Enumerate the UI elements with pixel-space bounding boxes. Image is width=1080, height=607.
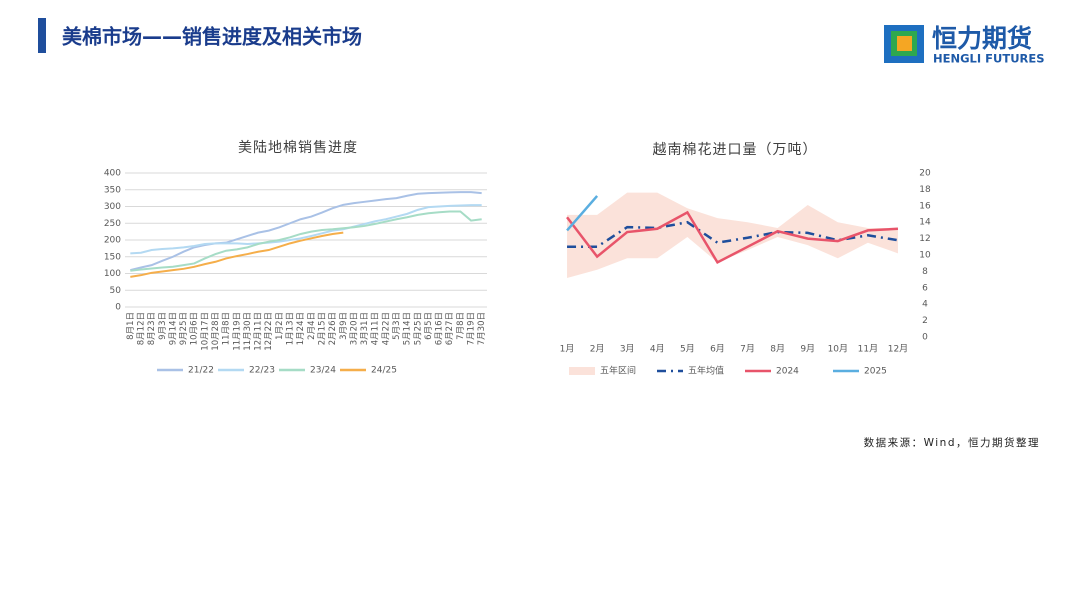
title-bar [38, 18, 46, 53]
y2-tick-label: 18 [919, 185, 931, 195]
legend-swatch [569, 367, 595, 375]
x-tick-label: 5月3日 [392, 312, 402, 340]
x-tick-label: 8月12日 [136, 312, 146, 345]
x-tick-label: 4月11日 [371, 312, 381, 345]
chart-title: 美陆地棉销售进度 [238, 139, 358, 156]
series-line [130, 191, 482, 272]
y-tick-label: 200 [104, 236, 121, 246]
x-tick-label: 12月22日 [264, 312, 274, 351]
x-tick-label: 8月1日 [126, 312, 136, 340]
x-tick-label: 7月30日 [477, 312, 487, 345]
y2-tick-label: 0 [922, 333, 928, 343]
x-tick-label: 6月27日 [445, 312, 455, 345]
x-tick-label: 8月23日 [147, 312, 157, 345]
x-tick-label: 1月 [560, 344, 575, 355]
x-tick-label: 10月 [828, 344, 848, 355]
x-tick-label: 2月4日 [307, 312, 317, 340]
x-tick-label: 2月26日 [328, 312, 338, 345]
slide-title: 美棉市场——销售进度及相关市场 [62, 25, 362, 49]
x-tick-label: 5月14日 [403, 312, 413, 345]
x-tick-label: 11月30日 [243, 312, 253, 351]
x-tick-label: 3月31日 [360, 312, 370, 345]
range-band [567, 192, 898, 278]
x-tick-label: 6月16日 [435, 312, 445, 345]
series-line [566, 210, 899, 265]
y-tick-label: 50 [110, 286, 122, 296]
logo-cn: 恒力期货 [932, 24, 1032, 53]
y-tick-label: 300 [104, 202, 121, 212]
x-tick-label: 12月 [888, 344, 908, 355]
x-tick-label: 4月22日 [381, 312, 391, 345]
y2-tick-label: 12 [919, 234, 930, 244]
legend-label: 22/23 [249, 366, 275, 376]
x-tick-label: 8月 [770, 344, 785, 355]
x-tick-label: 11月19日 [232, 312, 242, 351]
x-tick-label: 9月3日 [158, 312, 168, 340]
x-tick-label: 3月 [620, 344, 635, 355]
logo-icon [884, 25, 924, 63]
x-tick-label: 10月17日 [200, 312, 210, 351]
x-tick-label: 9月 [800, 344, 815, 355]
y2-tick-label: 20 [919, 169, 931, 179]
y2-tick-label: 16 [919, 201, 931, 211]
y-tick-label: 100 [104, 269, 121, 279]
series-line [130, 231, 344, 278]
x-tick-label: 6月 [710, 344, 725, 355]
source-note: 数据来源：Wind，恒力期货整理 [864, 436, 1040, 449]
x-tick-label: 11月8日 [222, 312, 232, 345]
legend-label: 2024 [776, 367, 799, 377]
y2-tick-label: 2 [922, 316, 928, 326]
y-tick-label: 150 [104, 252, 121, 262]
x-tick-label: 5月 [680, 344, 695, 355]
x-tick-label: 12月11日 [254, 312, 264, 351]
y-tick-label: 350 [104, 185, 121, 195]
y2-tick-label: 14 [919, 218, 931, 228]
y-tick-label: 400 [104, 169, 121, 179]
x-tick-label: 7月19日 [467, 312, 477, 345]
x-tick-label: 2月 [590, 344, 605, 355]
legend-label: 五年均值 [688, 365, 724, 377]
x-tick-label: 1月24日 [296, 312, 306, 345]
x-tick-label: 4月 [650, 344, 665, 355]
x-tick-label: 5月25日 [413, 312, 423, 345]
x-tick-label: 10月6日 [190, 312, 200, 345]
x-tick-label: 3月20日 [349, 312, 359, 345]
logo-en: HENGLI FUTURES [933, 52, 1045, 66]
y-tick-label: 0 [115, 303, 121, 313]
x-tick-label: 3月9日 [339, 312, 349, 340]
legend-label: 2025 [864, 367, 887, 377]
x-tick-label: 6月5日 [424, 312, 434, 340]
y-tick-label: 250 [104, 219, 121, 229]
series-line [566, 195, 599, 232]
x-tick-label: 9月25日 [179, 312, 189, 345]
x-tick-label: 1月13日 [286, 312, 296, 345]
y2-tick-label: 6 [922, 283, 928, 293]
x-tick-label: 2月15日 [317, 312, 327, 345]
legend-label: 23/24 [310, 366, 336, 376]
y2-tick-label: 10 [919, 251, 931, 261]
x-tick-label: 11月 [858, 344, 878, 355]
legend-label: 五年区间 [600, 365, 636, 377]
y2-tick-label: 8 [922, 267, 928, 277]
legend-label: 24/25 [371, 366, 397, 376]
series-line [130, 204, 482, 255]
chart-title: 越南棉花进口量（万吨） [653, 141, 818, 158]
x-tick-label: 7月 [740, 344, 755, 355]
series-line [130, 210, 482, 272]
y2-tick-label: 4 [922, 300, 928, 310]
x-tick-label: 10月28日 [211, 312, 221, 351]
x-tick-label: 1月2日 [275, 312, 285, 340]
x-tick-label: 9月14日 [168, 312, 178, 345]
legend-label: 21/22 [188, 366, 214, 376]
x-tick-label: 7月8日 [456, 312, 466, 340]
